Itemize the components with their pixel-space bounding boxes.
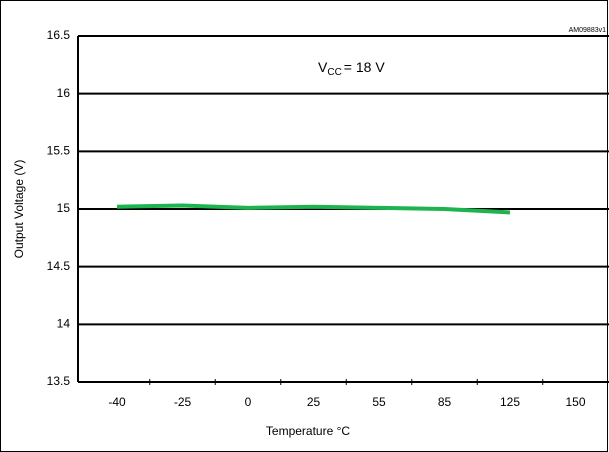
y-tick-label: 14.5 [47, 259, 71, 273]
x-tick-label: -40 [108, 395, 126, 409]
x-tick-label: 150 [565, 395, 585, 409]
x-tick-label: 125 [500, 395, 520, 409]
data-line [116, 203, 511, 215]
y-tick-label: 16.5 [47, 28, 71, 42]
annotation: VCC = 18 V [318, 59, 385, 78]
annotation-sub: CC [327, 67, 341, 78]
x-tick-label: 85 [438, 395, 452, 409]
x-tick-label: -25 [174, 395, 192, 409]
y-tick-label: 14 [57, 317, 71, 331]
y-tick-label: 15.5 [47, 144, 71, 158]
x-tick-label: 25 [307, 395, 321, 409]
x-tick-label: 55 [372, 395, 386, 409]
figure-id: AM09883v1 [569, 27, 606, 34]
y-tick-label: 15 [57, 201, 71, 215]
y-axis-label: Output Voltage (V) [12, 160, 26, 259]
annotation-rest: = 18 V [344, 59, 386, 75]
y-tick-label: 13.5 [47, 374, 71, 388]
x-tick-label: 0 [245, 395, 252, 409]
annotation-main: V [318, 59, 328, 75]
x-axis-label: Temperature °C [266, 424, 350, 438]
y-tick-label: 16 [57, 86, 71, 100]
